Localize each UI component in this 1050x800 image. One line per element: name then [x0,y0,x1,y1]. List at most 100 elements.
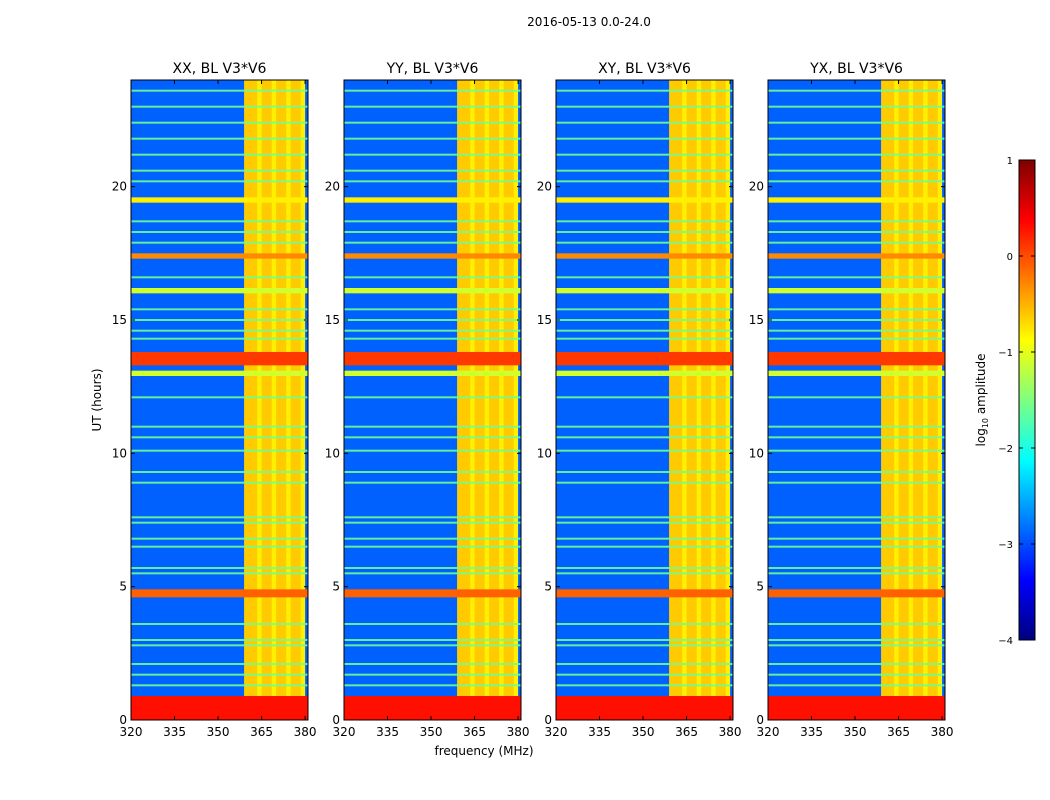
weak-rfi-line [131,623,308,625]
weak-rfi-line [768,169,945,172]
weak-rfi-line [344,329,521,332]
weak-rfi-line [344,639,521,641]
active-subband [457,80,471,720]
weak-rfi-line [344,169,521,172]
x-tick-label: 350 [844,725,867,739]
active-subband [261,80,272,720]
weak-rfi-line [556,471,733,473]
weak-rfi-line [131,567,308,569]
strong-rfi-band [344,589,521,598]
y-tick-label: 5 [119,580,127,594]
strong-rfi-band [768,370,945,376]
weak-rfi-line [556,673,733,676]
figure-suptitle: 2016-05-13 0.0-24.0 [527,15,651,29]
weak-rfi-line [556,137,733,140]
weak-rfi-line [131,673,308,676]
x-tick-label: 380 [294,725,317,739]
active-subband [927,80,938,720]
active-subband [913,80,924,720]
weak-rfi-line [344,121,521,124]
weak-rfi-line [344,545,521,548]
colorbar: log10 amplitude 10−1−2−3−4 [974,156,1036,647]
active-subband [881,80,895,720]
strong-rfi-band [768,696,945,720]
colorbar-label: log10 amplitude [974,354,990,447]
weak-rfi-line [768,241,945,244]
weak-rfi-line [344,516,521,519]
weak-rfi-line [344,623,521,625]
weak-rfi-line [768,572,945,575]
x-tick-label: 320 [120,725,143,739]
weak-rfi-line [344,436,521,439]
strong-rfi-band [131,253,308,259]
weak-rfi-line [344,241,521,244]
weak-rfi-line [768,276,945,279]
strong-rfi-band [344,370,521,376]
weak-rfi-line [556,684,733,687]
active-subband [276,80,287,720]
weak-rfi-line [344,105,521,108]
weak-rfi-line [768,481,945,484]
weak-rfi-line [344,180,521,183]
weak-rfi-line [556,319,733,321]
x-tick-label: 350 [632,725,655,739]
weak-rfi-line [556,337,733,340]
weak-rfi-line [556,436,733,439]
weak-rfi-line [131,241,308,244]
weak-rfi-line [344,537,521,540]
panel-1: YY, BL V3*V6 320 335 350 365 380 0 5 10 15 20 [325,61,530,739]
weak-rfi-line [556,220,733,223]
colorbar-tick-label: −3 [998,540,1013,551]
weak-rfi-line [768,521,945,524]
strong-rfi-band [556,288,733,294]
weak-rfi-line [131,639,308,641]
weak-rfi-line [556,663,733,665]
panel-3: YX, BL V3*V6 320 335 350 365 380 0 5 10 15 20 [749,61,954,739]
weak-rfi-line [131,89,308,92]
y-tick-label: 10 [749,446,764,460]
colorbar-label-prefix: log [974,428,988,446]
weak-rfi-line [131,276,308,279]
weak-rfi-line [768,396,945,399]
weak-rfi-line [556,105,733,108]
x-tick-label: 320 [333,725,356,739]
weak-rfi-line [556,567,733,569]
weak-rfi-line [556,481,733,484]
x-axis-label: frequency (MHz) [434,744,533,758]
panel-title: XX, BL V3*V6 [173,61,267,77]
strong-rfi-band [768,253,945,259]
weak-rfi-line [768,231,945,233]
weak-rfi-line [344,153,521,156]
y-tick-label: 20 [112,180,127,194]
weak-rfi-line [768,121,945,124]
x-tick-label: 335 [163,725,186,739]
strong-rfi-band [556,589,733,598]
weak-rfi-line [344,567,521,569]
weak-rfi-line [768,436,945,439]
weak-rfi-line [131,471,308,473]
strong-rfi-band [344,288,521,294]
panel-title: XY, BL V3*V6 [598,61,691,77]
x-tick-label: 380 [931,725,954,739]
strong-rfi-band [131,197,308,203]
weak-rfi-line [556,396,733,399]
y-tick-label: 10 [537,446,552,460]
weak-rfi-line [131,121,308,124]
active-subband [715,80,726,720]
active-subband [686,80,697,720]
strong-rfi-band [768,288,945,294]
strong-rfi-band [556,352,733,366]
weak-rfi-line [556,169,733,172]
colorbar-tick-label: −2 [998,444,1013,455]
panel-frame [767,79,946,721]
weak-rfi-line [344,663,521,665]
y-tick-label: 15 [749,313,764,327]
weak-rfi-line [556,153,733,156]
weak-rfi-line [556,537,733,540]
weak-rfi-line [556,89,733,92]
weak-rfi-line [768,449,945,452]
weak-rfi-line [768,471,945,473]
weak-rfi-line [344,572,521,575]
active-subband [244,80,258,720]
weak-rfi-line [344,231,521,233]
